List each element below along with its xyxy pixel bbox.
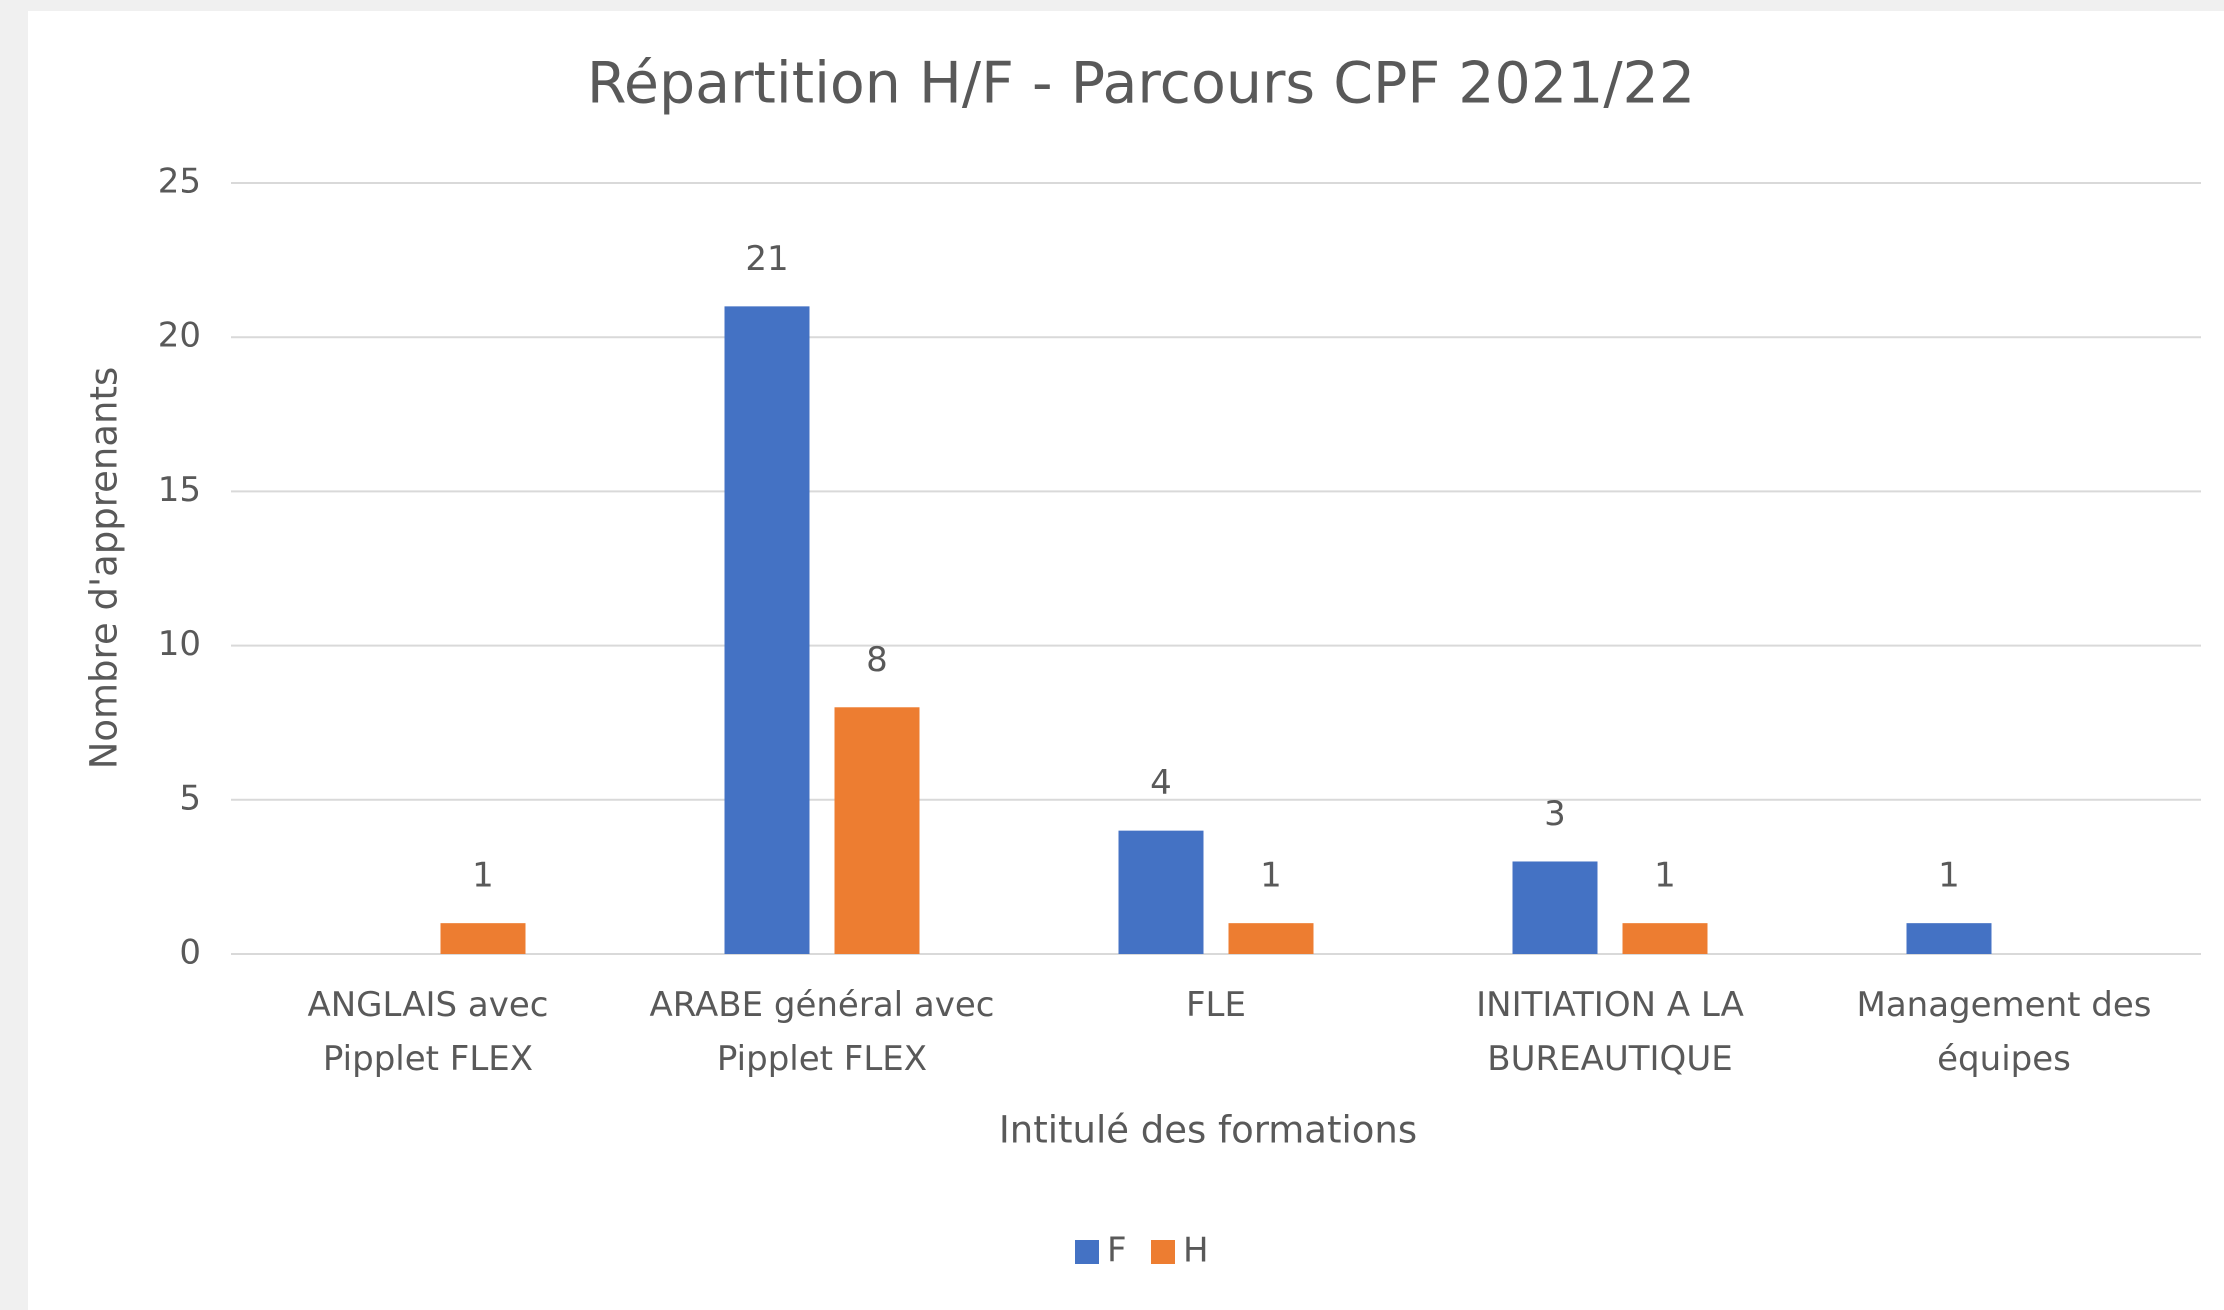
bar xyxy=(834,707,920,954)
bar xyxy=(1228,923,1314,954)
x-tick-label: INITIATION A LA BUREAUTIQUE xyxy=(1476,985,1744,1079)
chart-area: Répartition H/F - Parcours CPF 2021/22 I… xyxy=(28,11,2224,1310)
data-label: 8 xyxy=(866,640,888,680)
y-axis-label: Nombre d'apprenants xyxy=(83,367,126,770)
y-tick-label: 5 xyxy=(179,778,201,818)
chart-title: Répartition H/F - Parcours CPF 2021/22 xyxy=(587,51,1695,117)
x-tick-label: FLE xyxy=(1186,985,1246,1025)
data-label: 1 xyxy=(1260,856,1282,896)
y-tick-label: 15 xyxy=(158,470,201,510)
data-label: 3 xyxy=(1544,794,1566,834)
data-label: 21 xyxy=(745,239,788,279)
y-tick-label: 0 xyxy=(179,933,201,973)
x-tick-label: ANGLAIS avec Pipplet FLEX xyxy=(307,985,549,1079)
y-tick-label: 20 xyxy=(158,316,201,356)
chart: Répartition H/F - Parcours CPF 2021/22 I… xyxy=(83,51,2201,1271)
bar xyxy=(1512,861,1598,954)
data-label: 1 xyxy=(1654,856,1676,896)
data-label: 1 xyxy=(1938,856,1960,896)
data-label: 1 xyxy=(472,856,494,896)
x-axis-label: Intitulé des formations xyxy=(999,1109,1417,1152)
legend-swatch xyxy=(1075,1240,1099,1264)
legend-label: H xyxy=(1183,1231,1209,1271)
y-tick-label: 10 xyxy=(158,624,201,664)
bar xyxy=(440,923,526,954)
bar xyxy=(1622,923,1708,954)
bar xyxy=(1118,830,1204,954)
bar xyxy=(1906,923,1992,954)
x-tick-label: Management des équipes xyxy=(1856,985,2152,1079)
legend-swatch xyxy=(1151,1240,1175,1264)
legend-label: F xyxy=(1107,1231,1127,1271)
bar xyxy=(724,306,810,954)
x-tick-label: ARABE général avec Pipplet FLEX xyxy=(649,985,995,1079)
data-label: 4 xyxy=(1150,763,1172,803)
y-tick-label: 25 xyxy=(158,162,201,202)
